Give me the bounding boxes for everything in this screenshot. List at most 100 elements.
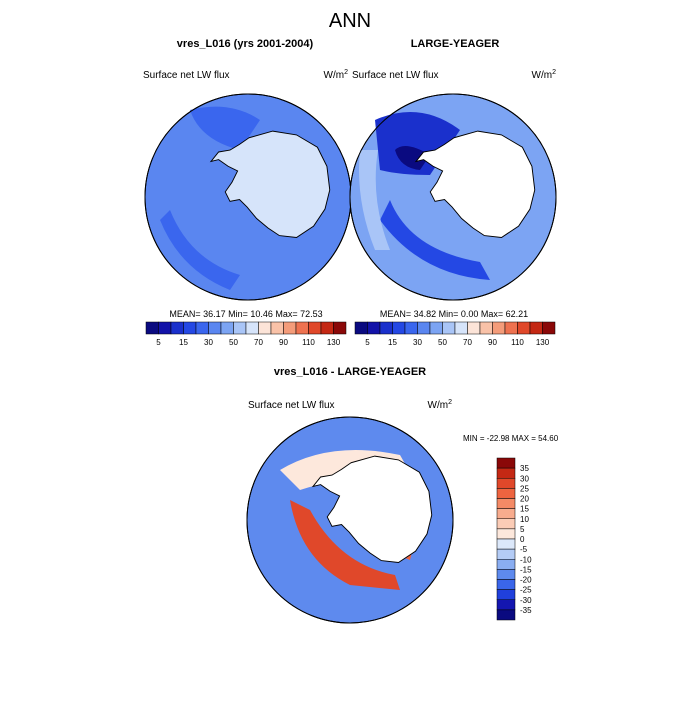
colorbar-box [529, 321, 543, 335]
variable-label: Surface net LW flux [143, 70, 230, 81]
panel-title: vres_L016 (yrs 2001-2004) [177, 38, 314, 50]
colorbar-label: 90 [488, 338, 497, 347]
colorbar-box [270, 321, 284, 335]
colorbar-box [354, 321, 368, 335]
colorbar-label: 0 [520, 535, 525, 544]
colorbar-label: 50 [438, 338, 447, 347]
colorbar-box [454, 321, 468, 335]
colorbar-box [496, 579, 516, 590]
colorbar-label: -25 [520, 586, 532, 595]
colorbar-box [195, 321, 209, 335]
colorbar-label: 25 [520, 484, 529, 493]
map-right [349, 93, 557, 301]
stats: MEAN= 36.17 Min= 10.46 Max= 72.53 [169, 309, 322, 319]
units-power: 2 [448, 399, 452, 406]
map-difference [246, 416, 454, 624]
units: W/m [532, 70, 553, 81]
colorbar-box [220, 321, 234, 335]
colorbar-box [245, 321, 259, 335]
colorbar-label: 10 [520, 515, 529, 524]
colorbar-box [295, 321, 309, 335]
colorbar-label: 20 [520, 495, 529, 504]
colorbar-box [392, 321, 406, 335]
colorbar-label: 5 [156, 338, 161, 347]
colorbar-label: -20 [520, 576, 532, 585]
colorbar-label: 15 [520, 505, 529, 514]
colorbar-label: -35 [520, 606, 532, 615]
units-power: 2 [552, 69, 556, 76]
colorbar-box [429, 321, 443, 335]
colorbar-box [496, 467, 516, 479]
colorbar-label: 70 [463, 338, 472, 347]
colorbar-box [320, 321, 334, 335]
units: W/m [428, 400, 449, 411]
colorbar-label: -5 [520, 545, 528, 554]
colorbar-box [496, 609, 516, 621]
colorbar-box [496, 569, 516, 580]
colorbar-box [442, 321, 456, 335]
colorbar-box [496, 599, 516, 611]
colorbar-box [308, 321, 322, 335]
colorbar-box [496, 538, 516, 550]
colorbar-label: 30 [204, 338, 213, 347]
colorbar-box [467, 321, 481, 335]
colorbar-label: 110 [302, 338, 315, 347]
colorbar-box [504, 321, 518, 335]
colorbar-label: 5 [520, 525, 525, 534]
colorbar-box [496, 559, 516, 570]
colorbar-box [496, 518, 516, 530]
map-left [144, 93, 352, 301]
variable-label: Surface net LW flux [248, 400, 335, 411]
stats: MEAN= 34.82 Min= 0.00 Max= 62.21 [380, 309, 528, 319]
colorbar-box [496, 457, 516, 469]
units-label: W/m2 [532, 69, 557, 81]
units: W/m [324, 70, 345, 81]
colorbar-label: 35 [520, 464, 529, 473]
units-label: W/m2 [428, 399, 453, 411]
colorbar-box [417, 321, 431, 335]
units-label: W/m2 [324, 69, 349, 81]
variable-label: Surface net LW flux [352, 70, 439, 81]
colorbar-box [283, 321, 297, 335]
colorbar-label: 110 [511, 338, 524, 347]
colorbar-box [379, 321, 393, 335]
panel-title: LARGE-YEAGER [411, 38, 500, 50]
colorbar-label: -15 [520, 565, 532, 574]
colorbar-label: 50 [229, 338, 238, 347]
stats: MIN = -22.98 MAX = 54.60 [463, 434, 559, 443]
colorbar-box [208, 321, 222, 335]
colorbar-label: 130 [536, 338, 550, 347]
colorbar-box [496, 488, 516, 499]
colorbar-box [496, 528, 516, 540]
colorbar-box [170, 321, 184, 335]
colorbar-box [542, 321, 556, 335]
colorbar-label: 130 [327, 338, 341, 347]
colorbar-label: 15 [179, 338, 188, 347]
colorbar-box [333, 321, 347, 335]
colorbar-label: 5 [365, 338, 370, 347]
colorbar-label: 30 [413, 338, 422, 347]
colorbar-box [492, 321, 506, 335]
colorbar-box [496, 508, 516, 519]
colorbar-box [183, 321, 197, 335]
panel-title: vres_L016 - LARGE-YEAGER [274, 366, 426, 378]
colorbar-box [258, 321, 272, 335]
colorbar-box [145, 321, 159, 335]
colorbar-label: 70 [254, 338, 263, 347]
colorbar-box [404, 321, 418, 335]
colorbar-box [158, 321, 172, 335]
colorbar-label: -10 [520, 555, 532, 564]
colorbar-label: 15 [388, 338, 397, 347]
figure-title: ANN [329, 10, 371, 32]
colorbar-label: 30 [520, 474, 529, 483]
colorbar-box [496, 498, 516, 509]
colorbar-box [479, 321, 493, 335]
colorbar-box [367, 321, 381, 335]
colorbar-box [496, 548, 516, 560]
colorbar-label: 90 [279, 338, 288, 347]
colorbar-box [496, 589, 516, 600]
colorbar-box [233, 321, 247, 335]
colorbar-box [496, 478, 516, 489]
colorbar-box [517, 321, 531, 335]
